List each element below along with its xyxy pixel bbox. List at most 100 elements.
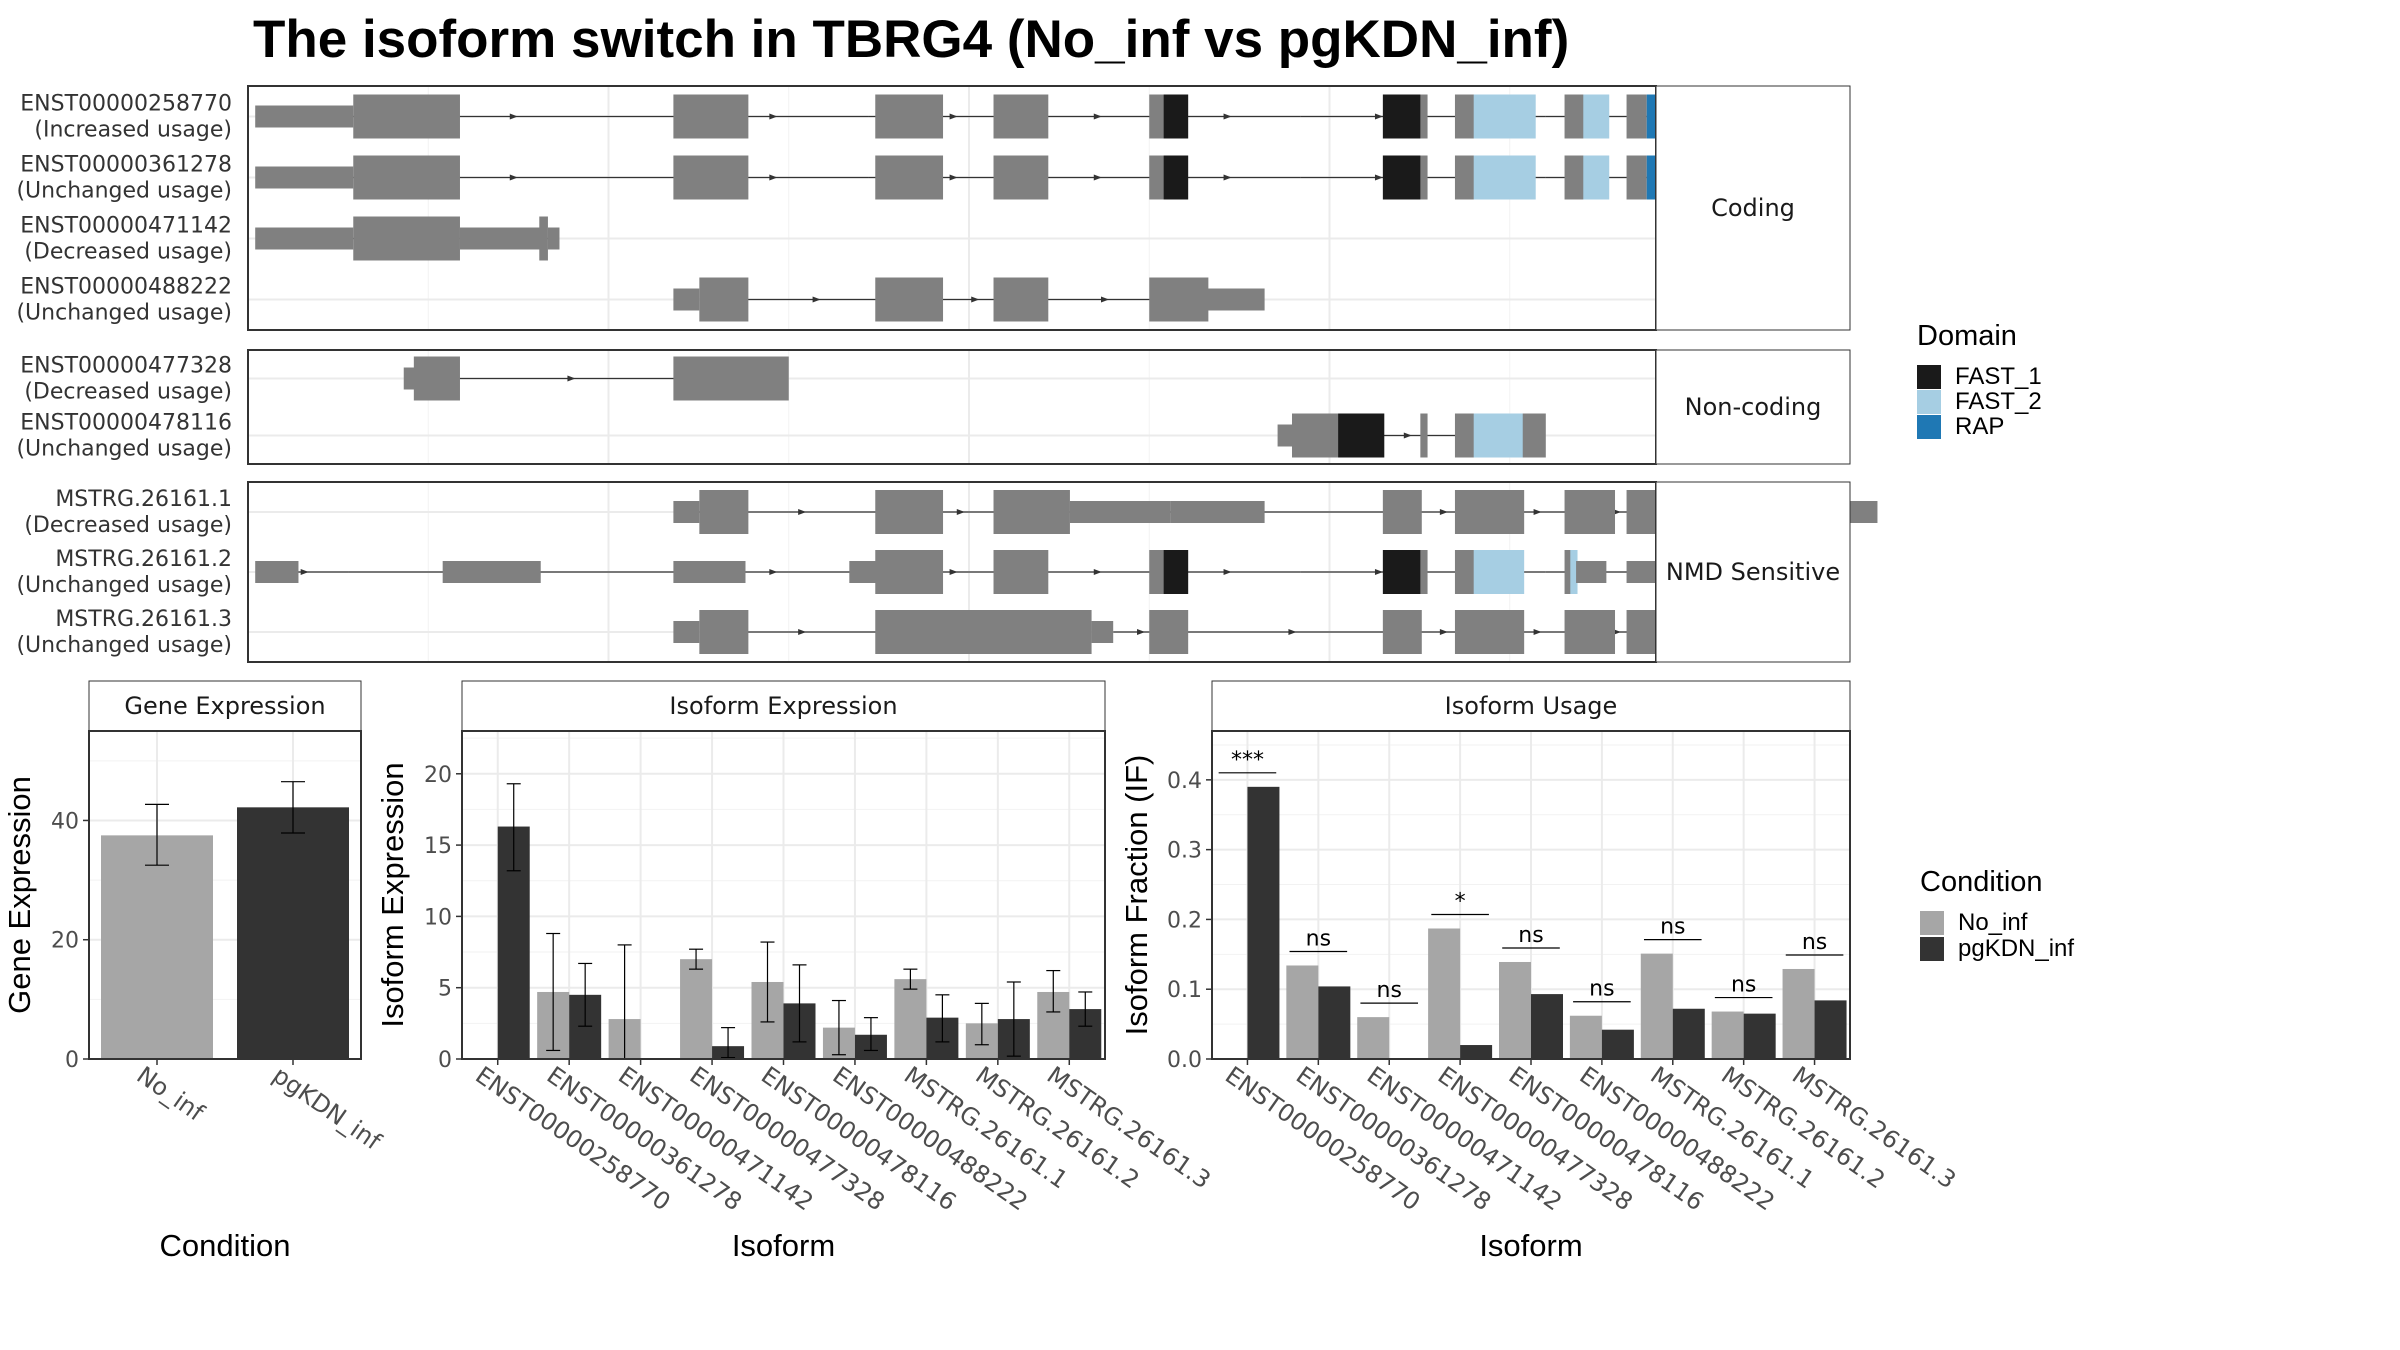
y-tick-label: 0 [65, 1048, 79, 1073]
bar-No_inf-ENST00000477328 [1428, 928, 1461, 1059]
strand-arrow [1100, 296, 1109, 303]
strand-arrow [1288, 629, 1297, 635]
transcript-MSTRG.26161.1 [673, 490, 1878, 534]
exon-block [1522, 413, 1546, 458]
transcript-label: ENST00000361278 (Unchanged usage) [16, 153, 232, 204]
bar-pgKDN_inf-ENST00000361278 [1318, 986, 1351, 1059]
transcript-ENST00000477328 [403, 356, 789, 401]
transcript-id: MSTRG.26161.3 [55, 607, 232, 632]
transcript-usage: (Unchanged usage) [16, 573, 232, 598]
transcript-id: ENST00000471142 [20, 214, 232, 239]
transcript-ENST00000478116 [1277, 413, 1546, 458]
domain-FAST_1 [1163, 155, 1189, 200]
strand-arrow [1439, 629, 1448, 635]
plot-border [88, 730, 362, 1060]
transcript-id: MSTRG.26161.1 [55, 487, 232, 512]
strand-arrow [509, 113, 518, 120]
exon-block [1382, 490, 1422, 534]
significance-label: *** [1231, 748, 1264, 773]
strand-arrow [1374, 174, 1383, 181]
strand-arrow [1223, 113, 1232, 120]
exon-block [255, 227, 329, 250]
exon-block [1454, 550, 1476, 594]
exon-block [1454, 610, 1525, 654]
exon-block [1564, 490, 1616, 534]
bar-No_inf-ENST00000477328 [680, 959, 713, 1059]
exon-block [875, 155, 944, 200]
x-axis-title: Condition [160, 1228, 291, 1263]
exon-block [993, 550, 1049, 594]
exon-block [1149, 610, 1189, 654]
domain-FAST_2 [1570, 550, 1578, 594]
y-tick-label: 15 [424, 834, 452, 859]
exon-block [1277, 424, 1294, 447]
significance-label: * [1455, 889, 1466, 914]
strand-arrow [1223, 174, 1232, 181]
exon-block [255, 166, 329, 189]
strand-arrow [1093, 174, 1102, 181]
exon-block [255, 561, 299, 583]
exon-block [327, 166, 354, 189]
strand-arrow [1137, 629, 1146, 635]
exon-block [993, 490, 1070, 534]
facet-label: NMD Sensitive [1666, 558, 1840, 586]
bar-No_inf-ENST00000488222 [1569, 1015, 1602, 1059]
bar-No_inf-ENST00000361278 [1286, 965, 1319, 1059]
isoform-usage-chart: Isoform Usage0.00.10.20.30.4***ENST00000… [1119, 680, 1961, 1263]
exon-block [1454, 94, 1476, 139]
transcript-usage: (Decreased usage) [24, 380, 232, 405]
exon-block [699, 277, 749, 322]
transcript-label: MSTRG.26161.1 (Decreased usage) [24, 487, 232, 538]
exon-block [673, 288, 700, 311]
domain-legend-key [1917, 390, 1941, 414]
transcript-usage: (Increased usage) [34, 118, 232, 143]
exon-block [1626, 94, 1647, 139]
domain-FAST_2 [1473, 94, 1536, 139]
exon-block [353, 216, 460, 261]
bar-pgKDN_inf-ENST00000488222 [1601, 1029, 1634, 1059]
transcript-label: ENST00000258770 (Increased usage) [20, 92, 232, 143]
facet-strip [1655, 481, 1851, 663]
exon-block [1626, 155, 1647, 200]
y-tick-label: 0.1 [1167, 978, 1202, 1003]
facet-strip [1655, 349, 1851, 465]
exon-block [875, 490, 944, 534]
significance-label: ns [1660, 915, 1685, 940]
exon-block [673, 501, 700, 523]
exon-block [1564, 94, 1585, 139]
exon-block [1454, 490, 1525, 534]
isoform-expression-chart: Isoform Expression05101520ENST0000025877… [375, 680, 1216, 1263]
domain-legend-key [1917, 365, 1941, 389]
strand-arrow [1533, 509, 1542, 515]
x-axis-title: Isoform [1479, 1228, 1582, 1263]
exon-block [993, 94, 1049, 139]
transcript-usage: (Decreased usage) [24, 513, 232, 538]
domain-legend-title: Domain [1917, 320, 2017, 352]
exon-block [1206, 288, 1265, 311]
strand-arrow [1093, 569, 1102, 575]
strand-arrow [1374, 569, 1383, 575]
significance-label: ns [1377, 978, 1402, 1003]
y-tick-label: 5 [438, 977, 452, 1002]
transcript-usage: (Unchanged usage) [16, 633, 232, 658]
strand-arrow [769, 174, 778, 181]
transcript-label: MSTRG.26161.3 (Unchanged usage) [16, 607, 232, 658]
y-axis-title: Isoform Expression [375, 762, 410, 1027]
strand-arrow [769, 569, 778, 575]
bar-pgKDN_inf-ENST00000478116 [1531, 994, 1563, 1059]
bar-No_inf-MSTRG.26161.1 [1640, 953, 1673, 1059]
strand-arrow [1223, 569, 1232, 575]
gene-expression-chart: Gene Expression 0 20 40 No_inf pgKDN_inf Condi… [2, 680, 386, 1263]
exon-block [1170, 501, 1265, 523]
chart-title: Isoform Usage [1445, 692, 1618, 720]
exon-block [1420, 94, 1428, 139]
exon-block [1564, 610, 1616, 654]
exon-block [1454, 155, 1476, 200]
domain-FAST_1 [1382, 94, 1422, 139]
domain-legend-label: RAP [1955, 413, 2004, 440]
transcript-label: ENST00000477328 (Decreased usage) [20, 354, 232, 405]
exon-block [673, 356, 789, 401]
bar-pgKDN_inf-ENST00000258770 [1247, 786, 1280, 1059]
exon-block [875, 277, 944, 322]
